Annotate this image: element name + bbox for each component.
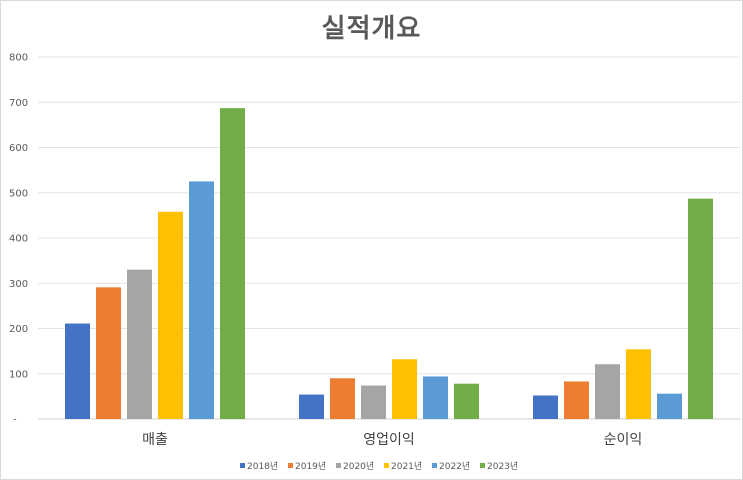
y-tick-label: - bbox=[13, 415, 17, 426]
x-category-label: 순이익 bbox=[604, 432, 643, 448]
legend-label: 2020년 bbox=[343, 461, 374, 472]
bar-순이익-2022년 bbox=[657, 393, 682, 419]
legend-swatch bbox=[384, 463, 389, 468]
legend-label: 2022년 bbox=[439, 461, 470, 472]
bar-영업이익-2022년 bbox=[423, 376, 448, 419]
bar-순이익-2018년 bbox=[533, 395, 558, 419]
y-tick-label: 400 bbox=[9, 234, 28, 245]
y-tick-label: 600 bbox=[9, 143, 28, 154]
bar-매출-2018년 bbox=[65, 323, 90, 419]
legend-swatch bbox=[480, 463, 485, 468]
legend-swatch bbox=[240, 463, 245, 468]
gridlines bbox=[38, 56, 740, 420]
legend-label: 2023년 bbox=[487, 461, 518, 472]
bar-순이익-2023년 bbox=[688, 198, 713, 419]
bar-영업이익-2020년 bbox=[361, 385, 386, 419]
chart-title: 실적개요 bbox=[321, 14, 422, 44]
y-tick-label: 700 bbox=[9, 98, 28, 109]
y-tick-label: 500 bbox=[9, 188, 28, 199]
y-tick-label: 200 bbox=[9, 324, 28, 335]
y-tick-label: 800 bbox=[9, 53, 28, 64]
bar-순이익-2020년 bbox=[595, 364, 620, 419]
bar-영업이익-2021년 bbox=[392, 359, 417, 419]
legend: 2018년 2019년 2020년 2021년 2022년 2023년 bbox=[240, 461, 518, 472]
legend-label: 2019년 bbox=[295, 461, 326, 472]
legend-label: 2018년 bbox=[247, 461, 278, 472]
legend-label: 2021년 bbox=[391, 461, 422, 472]
bar-매출-2023년 bbox=[220, 108, 245, 419]
bar-영업이익-2018년 bbox=[299, 394, 324, 419]
x-category-label: 매출 bbox=[142, 432, 168, 448]
legend-swatch bbox=[432, 463, 437, 468]
bar-순이익-2021년 bbox=[626, 349, 651, 419]
y-axis-ticks: - 100 200 300 400 500 600 700 800 bbox=[9, 53, 28, 426]
bar-영업이익-2019년 bbox=[330, 378, 355, 419]
bar-매출-2020년 bbox=[127, 269, 152, 419]
bar-매출-2021년 bbox=[158, 211, 183, 419]
bar-매출-2022년 bbox=[189, 181, 214, 419]
bar-순이익-2019년 bbox=[564, 381, 589, 419]
y-tick-label: 100 bbox=[9, 369, 28, 380]
y-tick-label: 300 bbox=[9, 279, 28, 290]
x-axis-categories: 매출 영업이익 순이익 bbox=[142, 432, 642, 448]
legend-swatch bbox=[336, 463, 341, 468]
bar-매출-2019년 bbox=[96, 287, 121, 419]
x-category-label: 영업이익 bbox=[363, 432, 415, 448]
bars bbox=[65, 108, 713, 419]
bar-영업이익-2023년 bbox=[454, 383, 479, 419]
legend-swatch bbox=[288, 463, 293, 468]
